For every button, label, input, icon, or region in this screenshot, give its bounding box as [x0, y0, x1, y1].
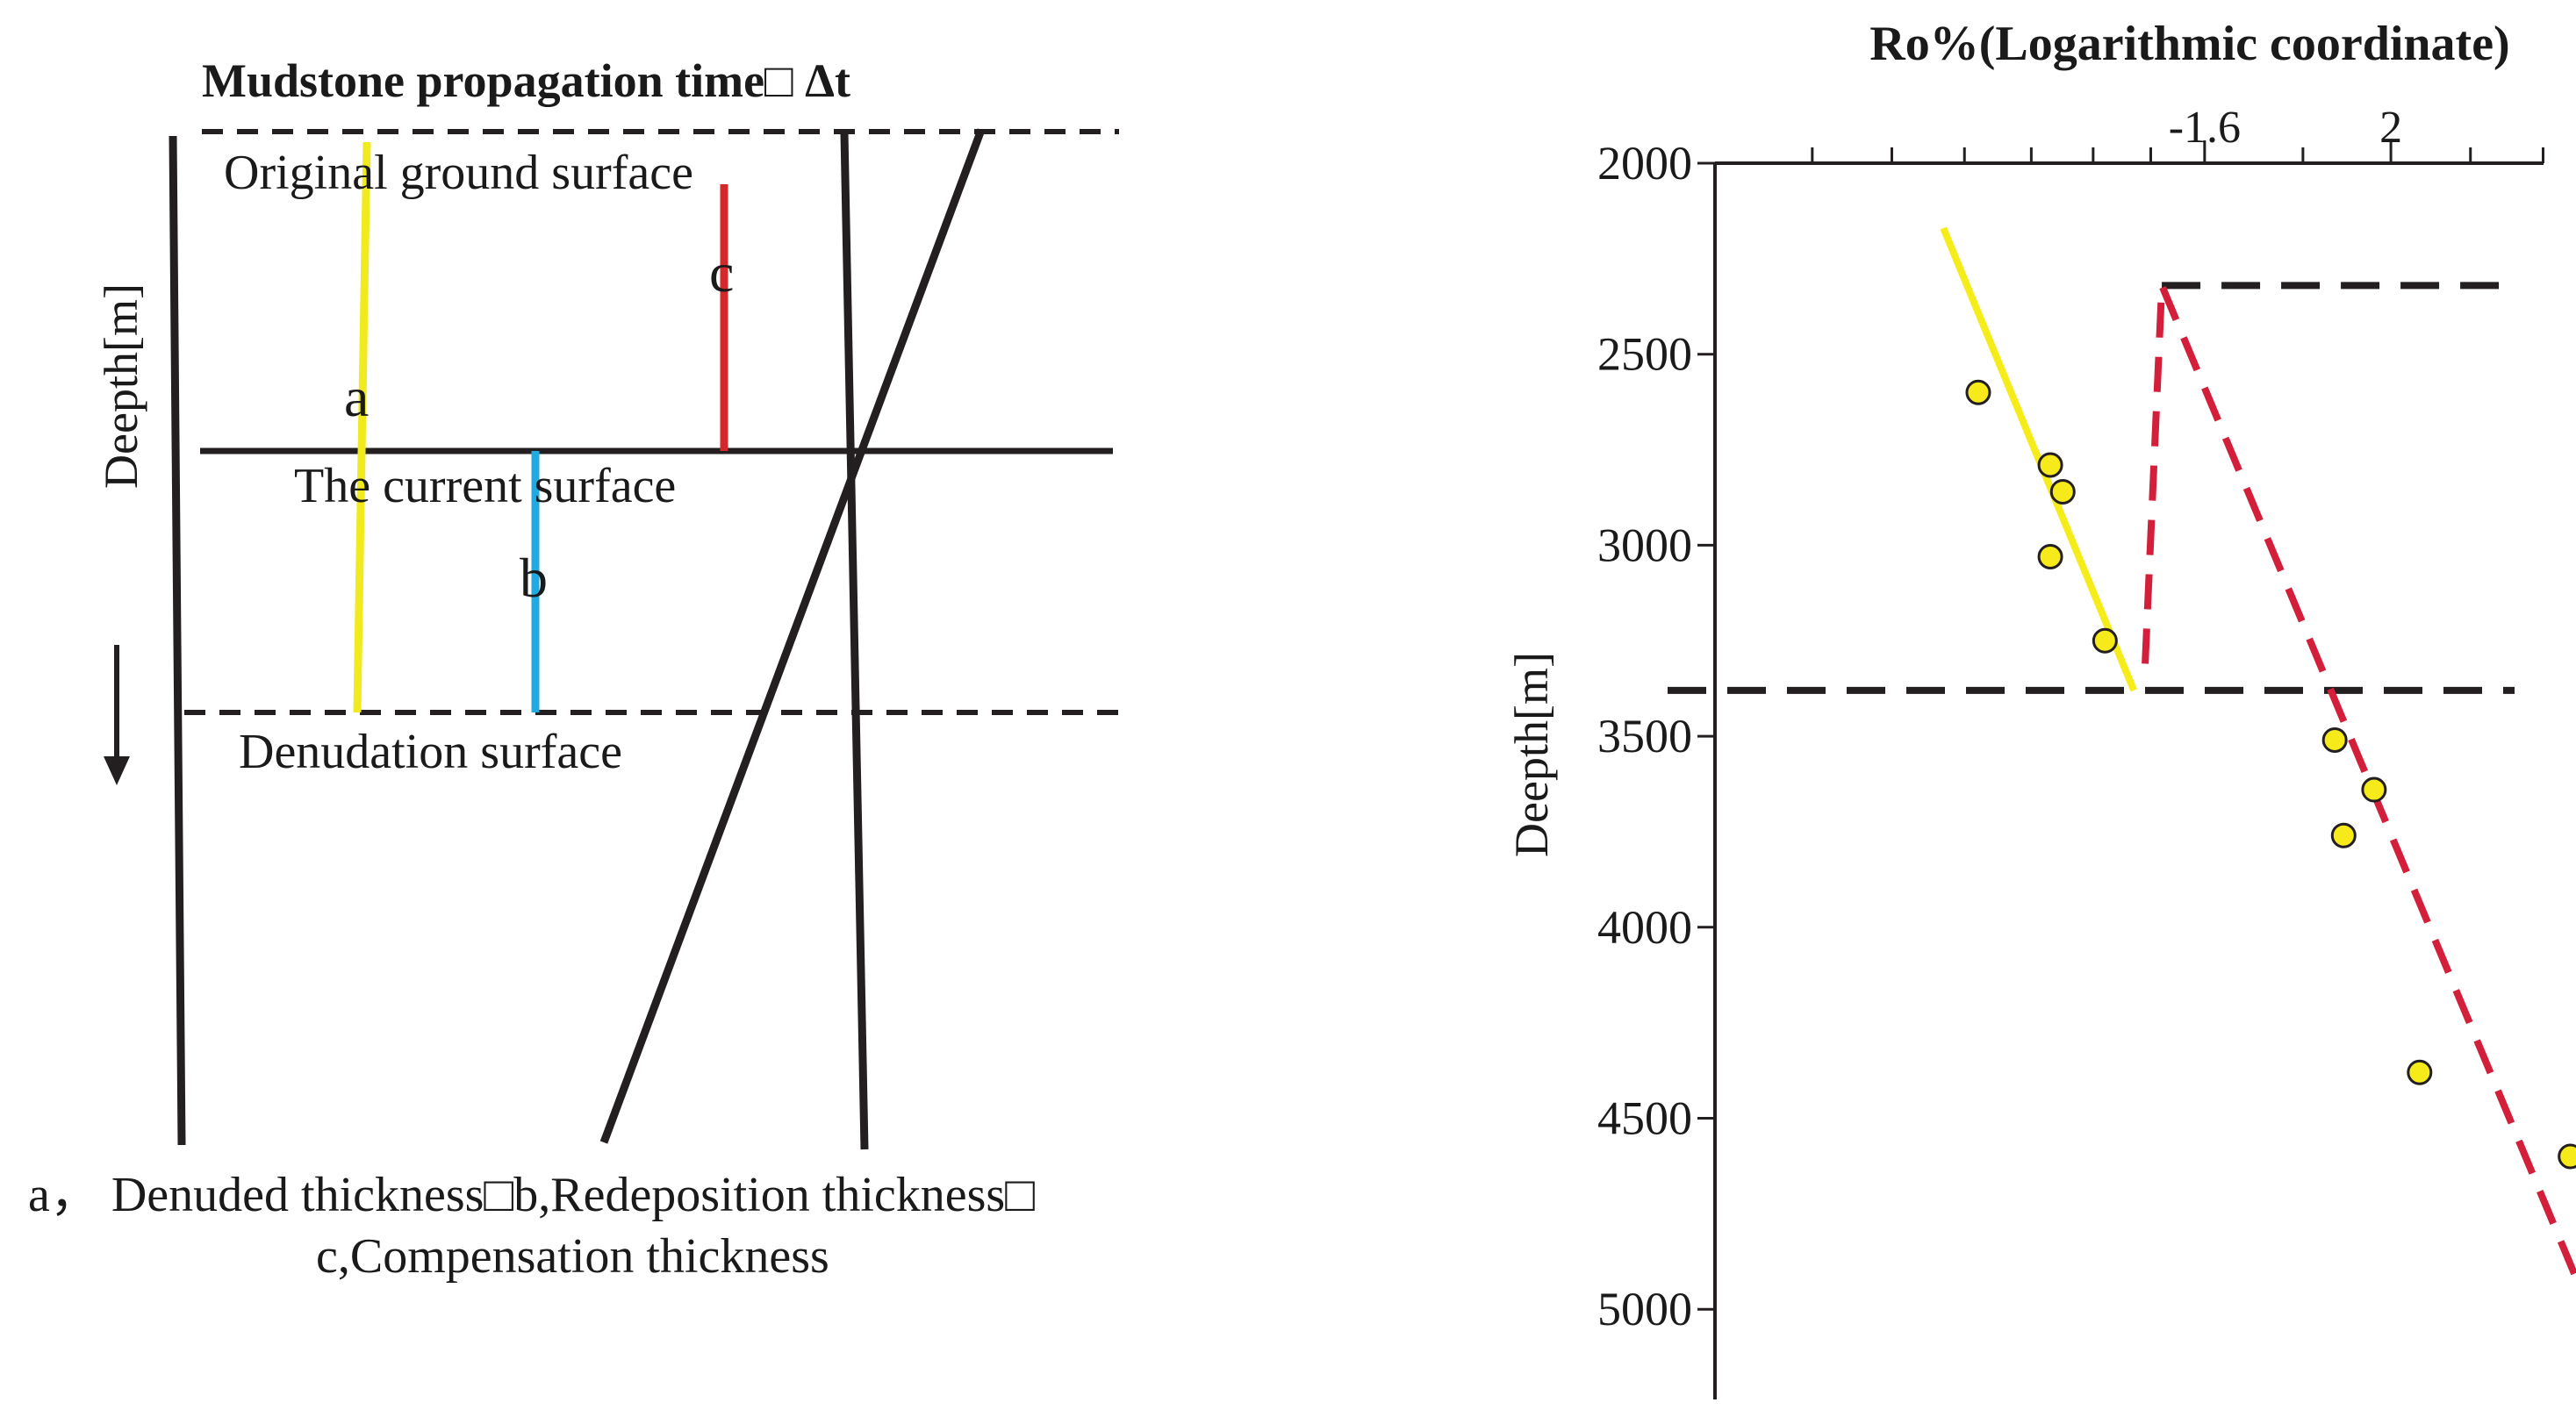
data-point: [2092, 627, 2118, 654]
x-tick-label: -1.6: [2169, 103, 2241, 153]
y-tick-label: 2500: [1597, 328, 1692, 381]
left-y-axis-label: Deepth[m]: [95, 283, 147, 489]
red-trend-line: [2142, 283, 2576, 1287]
left-panel: Mudstone propagation time□ Δt Original g…: [28, 54, 1119, 1284]
y-tick-label: 4500: [1597, 1092, 1692, 1145]
data-points: [1965, 379, 2576, 1170]
yellow-trend-line: [1940, 226, 2137, 692]
marker-a: a: [344, 366, 369, 428]
y-tick-label: 3000: [1597, 519, 1692, 571]
marker-c: c: [709, 241, 734, 304]
trend-lines: [1940, 226, 2576, 1287]
horizontal-dashed-lines: [1668, 282, 2515, 694]
y-tick-label: 4000: [1597, 901, 1692, 954]
caption-line-1: a， Denuded thickness□b,Redeposition thic…: [28, 1168, 1035, 1222]
data-point: [2037, 452, 2063, 478]
data-point: [2330, 822, 2357, 848]
ro-depth-chart: Ro%(Logarithmic coordinate) Deepth[m] -1…: [1505, 17, 2576, 1399]
data-point: [2558, 1143, 2576, 1170]
data-point: [2361, 776, 2387, 803]
denudation-surface-label: Denudation surface: [239, 725, 622, 779]
data-point: [2049, 478, 2076, 505]
chart-y-axis-label: Deepth[m]: [1505, 652, 1558, 857]
chart-title: Ro%(Logarithmic coordinate): [1869, 17, 2509, 71]
data-point: [2321, 726, 2348, 753]
current-surface-label: The current surface: [294, 459, 676, 513]
chart-axes: [1713, 161, 2544, 1399]
data-point: [2037, 543, 2063, 569]
marker-b: b: [520, 547, 548, 609]
data-point: [2407, 1059, 2433, 1085]
y-axis-ticks: 2000 2500 3000 3500 4000 4500 5000: [1597, 137, 1715, 1335]
left-vertical-line: [169, 135, 186, 1146]
y-tick-label: 3500: [1597, 710, 1692, 762]
x-tick-label: 2: [2379, 103, 2402, 153]
data-point: [1965, 379, 1991, 405]
depth-arrow-icon: [104, 756, 130, 785]
y-tick-label: 5000: [1597, 1283, 1692, 1335]
left-panel-title: Mudstone propagation time□ Δt: [202, 54, 850, 107]
y-tick-label: 2000: [1597, 137, 1692, 190]
caption-line-2: c,Compensation thickness: [316, 1229, 829, 1284]
center-vertical-line: [840, 132, 869, 1150]
denuded-thickness-bar-a: [353, 141, 371, 713]
diagonal-line: [599, 128, 986, 1144]
x-axis-ticks: -1.6 2: [1811, 103, 2544, 163]
original-surface-label: Original ground surface: [224, 146, 693, 200]
